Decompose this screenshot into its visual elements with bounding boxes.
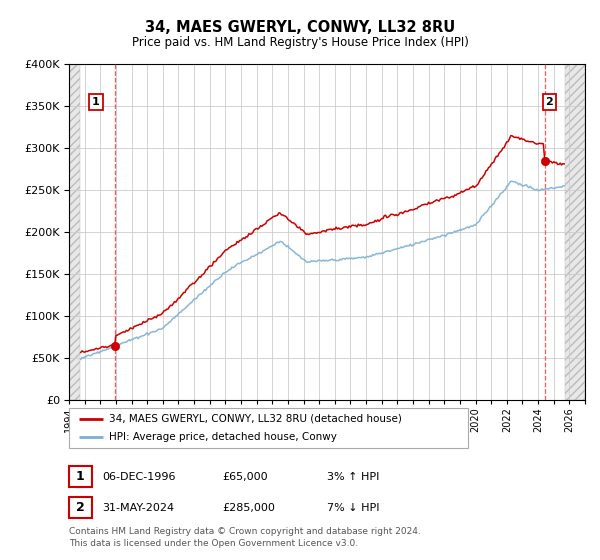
Text: £285,000: £285,000 xyxy=(222,503,275,513)
Text: 2: 2 xyxy=(545,97,553,107)
Bar xyxy=(565,64,585,400)
Text: 06-DEC-1996: 06-DEC-1996 xyxy=(102,472,176,482)
Text: 2: 2 xyxy=(76,501,85,514)
Text: 1: 1 xyxy=(76,470,85,483)
Text: Price paid vs. HM Land Registry's House Price Index (HPI): Price paid vs. HM Land Registry's House … xyxy=(131,36,469,49)
Text: 34, MAES GWERYL, CONWY, LL32 8RU (detached house): 34, MAES GWERYL, CONWY, LL32 8RU (detach… xyxy=(109,414,402,423)
Text: 1: 1 xyxy=(92,97,100,107)
Text: 3% ↑ HPI: 3% ↑ HPI xyxy=(327,472,379,482)
FancyBboxPatch shape xyxy=(69,497,92,518)
Text: Contains HM Land Registry data © Crown copyright and database right 2024.
This d: Contains HM Land Registry data © Crown c… xyxy=(69,527,421,548)
FancyBboxPatch shape xyxy=(69,408,468,448)
Text: HPI: Average price, detached house, Conwy: HPI: Average price, detached house, Conw… xyxy=(109,432,337,442)
Text: 7% ↓ HPI: 7% ↓ HPI xyxy=(327,503,380,513)
Bar xyxy=(69,64,80,400)
FancyBboxPatch shape xyxy=(69,466,92,487)
Text: 31-MAY-2024: 31-MAY-2024 xyxy=(102,503,174,513)
Text: 34, MAES GWERYL, CONWY, LL32 8RU: 34, MAES GWERYL, CONWY, LL32 8RU xyxy=(145,20,455,35)
Text: £65,000: £65,000 xyxy=(222,472,268,482)
